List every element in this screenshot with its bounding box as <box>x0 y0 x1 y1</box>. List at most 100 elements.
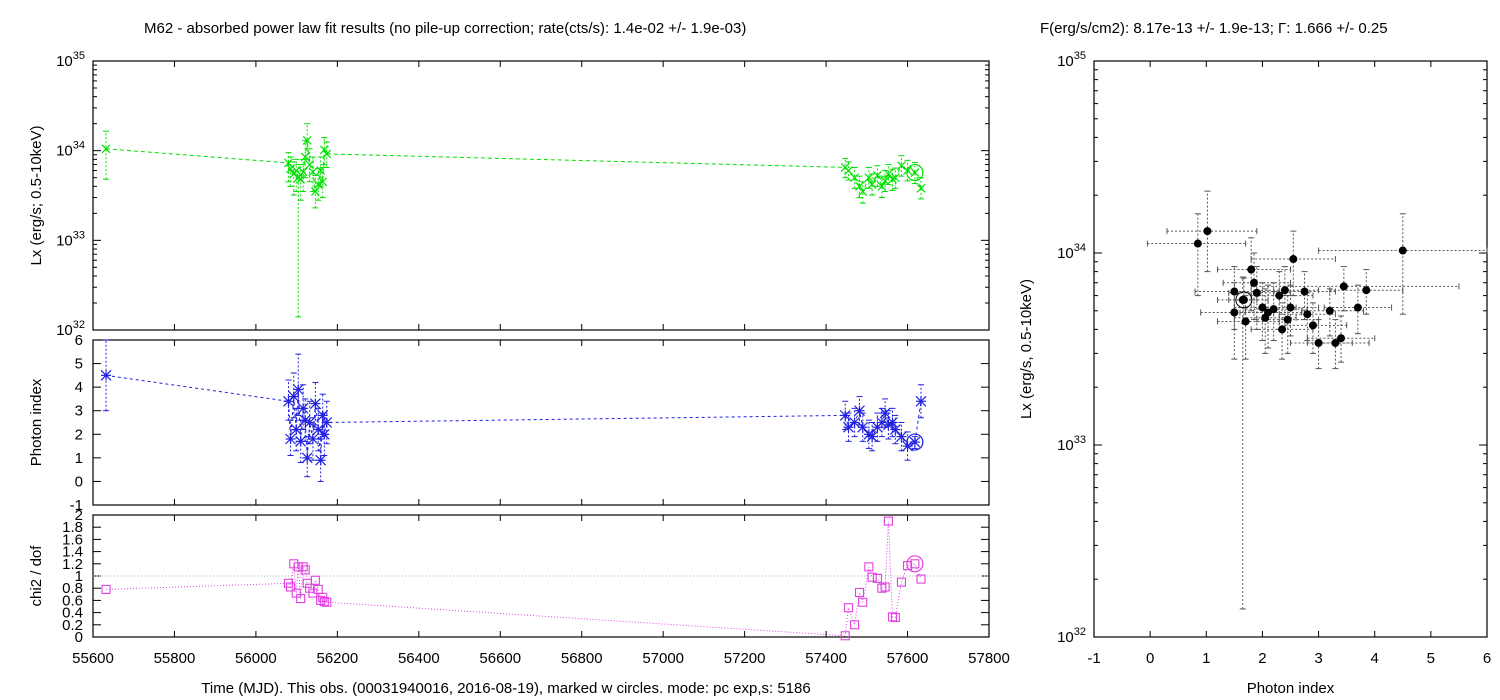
data-point <box>290 424 302 435</box>
data-point <box>318 428 330 440</box>
error-bar <box>878 175 885 199</box>
data-point <box>1275 291 1284 300</box>
series-line <box>105 374 922 461</box>
y-tick-label: 1033 <box>1057 434 1086 454</box>
data-point <box>1339 282 1348 291</box>
error-bar <box>874 165 881 187</box>
data-point <box>315 454 327 466</box>
data-point <box>897 161 906 171</box>
y-tick-label: 1035 <box>1057 50 1086 70</box>
y-tick-label: 1034 <box>1057 242 1086 262</box>
data-point <box>302 578 312 588</box>
error-bar <box>885 410 892 440</box>
error-cross <box>1146 213 1247 297</box>
data-point <box>1278 325 1287 334</box>
data-point <box>310 575 320 585</box>
y-tick-label: 6 <box>75 332 83 349</box>
data-point <box>100 369 112 381</box>
error-bar <box>842 400 849 431</box>
data-point <box>1203 227 1212 236</box>
x-tick-label: 55600 <box>72 650 114 667</box>
y-tick-label: 0 <box>75 473 83 490</box>
data-point <box>879 407 891 419</box>
data-point <box>301 452 313 464</box>
error-bar <box>845 412 852 442</box>
y-axis-label: chi2 / dof <box>28 545 45 607</box>
current-obs-marker <box>1235 291 1253 309</box>
series-line <box>105 521 922 637</box>
data-point <box>1314 338 1323 347</box>
data-point <box>877 181 887 191</box>
data-point <box>1325 306 1334 315</box>
error-bar <box>874 412 881 442</box>
data-point <box>322 597 332 607</box>
error-bar <box>859 181 866 204</box>
y-tick-label: 1.4 <box>62 544 83 561</box>
data-point <box>300 152 310 162</box>
error-bar <box>911 161 918 185</box>
data-point <box>883 516 893 526</box>
data-point <box>321 417 333 428</box>
data-point <box>840 631 850 641</box>
data-point <box>864 173 874 183</box>
y-tick-label: 0.2 <box>62 617 83 634</box>
y-tick-label: 1.2 <box>62 556 83 573</box>
y-tick-label: 1 <box>75 450 83 467</box>
data-point <box>305 160 315 169</box>
data-point <box>101 144 111 154</box>
data-point <box>858 187 868 196</box>
data-point <box>872 573 882 583</box>
gamma-time-frame <box>92 339 990 506</box>
error-cross <box>1250 230 1336 297</box>
error-cross <box>1250 271 1314 330</box>
y-tick-label: 1.6 <box>62 531 83 548</box>
data-point <box>839 410 851 421</box>
data-point <box>295 435 307 447</box>
y-tick-label: 1035 <box>56 50 85 70</box>
data-point <box>858 597 868 607</box>
data-point <box>1308 321 1317 330</box>
data-point <box>304 417 316 428</box>
data-point <box>288 391 300 402</box>
data-point <box>854 587 865 598</box>
error-bar <box>869 422 876 452</box>
current-obs-marker <box>906 163 924 182</box>
data-point <box>880 582 890 592</box>
x-tick-label: 57200 <box>724 650 766 667</box>
x-tick-label: 4 <box>1371 650 1379 667</box>
data-point <box>896 431 907 443</box>
data-point <box>101 584 111 594</box>
data-point <box>880 176 890 186</box>
y-axis-label: Photon index <box>28 378 45 466</box>
error-bar <box>103 130 110 180</box>
y-tick-label: -1 <box>70 497 83 514</box>
data-point <box>864 562 874 572</box>
y-tick-label: 1034 <box>56 140 85 160</box>
data-point <box>319 145 329 155</box>
x-tick-label: 56200 <box>317 650 359 667</box>
x-tick-label: 57600 <box>887 650 929 667</box>
data-point <box>1269 305 1278 314</box>
y-axis-label: Lx (erg/s; 0.5-10keV) <box>28 125 45 265</box>
x-tick-label: 57000 <box>642 650 684 667</box>
data-point <box>877 583 887 593</box>
data-point <box>883 169 893 179</box>
error-bar <box>297 164 304 201</box>
error-bar <box>889 168 896 191</box>
x-tick-label: 56600 <box>479 650 521 667</box>
data-point <box>866 431 878 443</box>
y-tick-label: 1.8 <box>62 519 83 536</box>
data-point <box>1241 317 1250 326</box>
data-point <box>876 417 888 428</box>
data-point <box>1258 303 1267 312</box>
data-point <box>307 433 319 445</box>
series-line <box>105 140 922 193</box>
data-point <box>1193 239 1202 248</box>
data-point <box>1289 255 1298 264</box>
x-axis-label: Photon index <box>1247 680 1335 697</box>
data-point <box>1252 288 1261 297</box>
error-bar <box>859 412 866 442</box>
data-point <box>888 174 897 184</box>
data-point <box>1280 286 1289 295</box>
